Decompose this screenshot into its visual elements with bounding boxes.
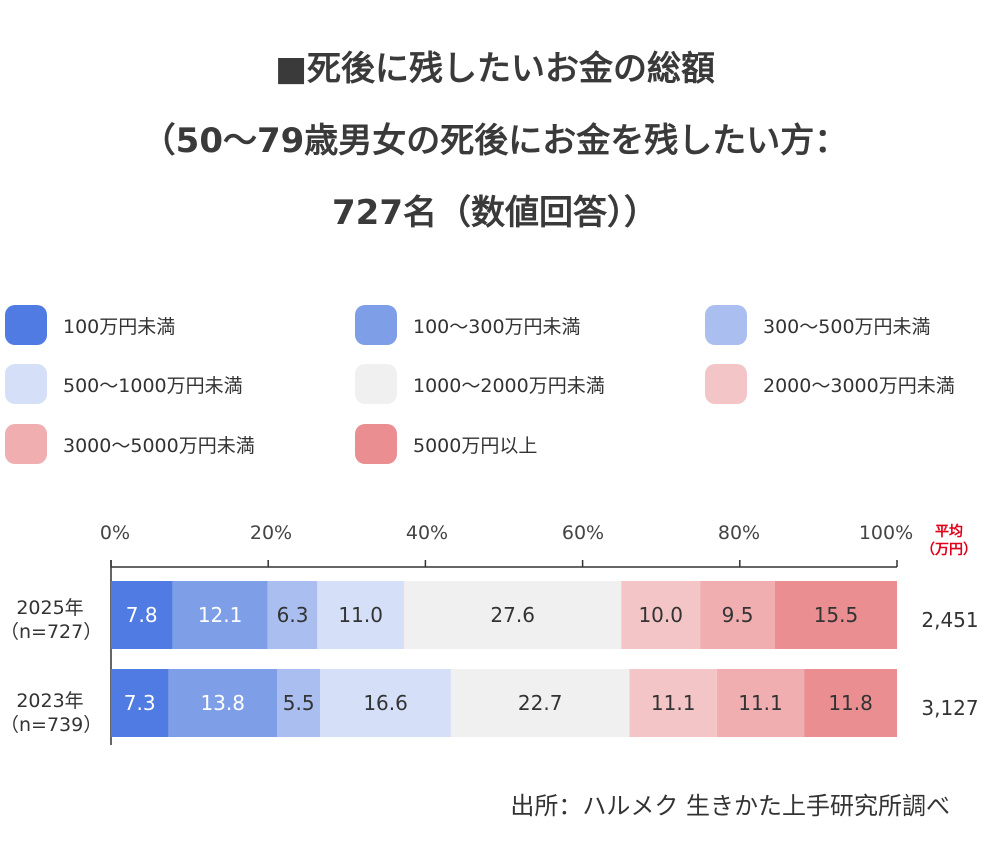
legend-swatch-5 (355, 364, 397, 404)
average-header-line-2: （万円） (921, 542, 977, 558)
bar-segment-row2-series8 (804, 669, 897, 737)
legend-swatch-6 (705, 364, 747, 404)
legend-label-8: 5000万円以上 (413, 434, 538, 457)
row-label-n-2025: （n=727） (0, 621, 103, 643)
legend-label-3: 300～500万円未満 (763, 315, 931, 338)
legend-label-6: 2000～3000万円未満 (763, 374, 955, 397)
source-note: 出所：ハルメク 生きかた上手研究所調べ (510, 792, 950, 820)
data-label-row1-series2: 12.1 (198, 603, 243, 627)
data-label-row2-series4: 16.6 (363, 691, 408, 715)
bar-segment-row1-series1 (111, 581, 173, 649)
legend-item-6: 2000～3000万円未満 (705, 364, 955, 404)
bar-segment-row1-series6 (621, 581, 701, 649)
data-label-row1-series6: 10.0 (638, 603, 683, 627)
bar-segment-row1-series8 (774, 581, 897, 649)
x-tick-label-100: 100% (858, 522, 914, 544)
data-label-row1-series7: 9.5 (722, 603, 754, 627)
legend-swatch-3 (705, 305, 747, 345)
data-label-row2-series5: 22.7 (518, 691, 563, 715)
data-label-row2-series8: 11.8 (828, 691, 873, 715)
bar-segment-row2-series1 (111, 669, 169, 737)
legend-label-5: 1000～2000万円未満 (413, 374, 605, 397)
bar-segment-row1-series5 (403, 581, 622, 649)
bar-segment-row1-series3 (267, 581, 318, 649)
chart-title-line-2: （50～79歳男女の死後にお金を残したい方： (141, 121, 849, 161)
legend-label-2: 100～300万円未満 (413, 315, 581, 338)
legend-swatch-2 (355, 305, 397, 345)
data-label-row2-series2: 13.8 (200, 691, 245, 715)
x-tick-label-20: 20% (249, 522, 293, 544)
x-tick-label-80: 80% (717, 522, 761, 544)
legend-item-1: 100万円未満 (5, 305, 175, 345)
average-header-line-1: 平均 (935, 524, 963, 540)
legend-item-5: 1000～2000万円未満 (355, 364, 605, 404)
x-tick-label-60: 60% (561, 522, 605, 544)
bar-segment-row2-series7 (716, 669, 805, 737)
data-label-row2-series6: 11.1 (651, 691, 696, 715)
data-label-row1-series5: 27.6 (490, 603, 535, 627)
bar-segment-row2-series3 (277, 669, 321, 737)
data-label-row2-series1: 7.3 (124, 691, 156, 715)
legend-item-2: 100～300万円未満 (355, 305, 581, 345)
data-label-row1-series3: 6.3 (277, 603, 309, 627)
legend-item-7: 3000～5000万円未満 (5, 424, 255, 464)
legend-swatch-4 (5, 364, 47, 404)
legend-swatch-8 (355, 424, 397, 464)
bar-segment-row1-series2 (172, 581, 268, 649)
row-label-n-2023: （n=739） (0, 714, 103, 736)
row-label-year-2023: 2023年 (16, 690, 84, 712)
chart-title-line-1: ■死後に残したいお金の総額 (274, 49, 716, 89)
data-label-row1-series1: 7.8 (126, 603, 158, 627)
legend-swatch-1 (5, 305, 47, 345)
legend-label-7: 3000～5000万円未満 (63, 434, 255, 457)
x-tick-label-0: 0% (99, 522, 131, 544)
bar-segment-row2-series4 (320, 669, 451, 737)
bar-segment-row2-series5 (450, 669, 630, 737)
average-value-2023: 3,127 (921, 696, 979, 720)
legend-label-4: 500～1000万円未満 (63, 374, 243, 397)
bar-segment-row1-series7 (700, 581, 775, 649)
bar-segment-row1-series4 (317, 581, 404, 649)
legend-swatch-7 (5, 424, 47, 464)
legend-label-1: 100万円未満 (63, 315, 176, 338)
data-label-row2-series7: 11.1 (738, 691, 783, 715)
average-value-2025: 2,451 (921, 608, 979, 632)
legend-item-4: 500～1000万円未満 (5, 364, 243, 404)
legend-item-8: 5000万円以上 (355, 424, 537, 464)
bar-segment-row2-series6 (629, 669, 717, 737)
x-tick-label-40: 40% (405, 522, 449, 544)
data-label-row2-series3: 5.5 (283, 691, 315, 715)
data-label-row1-series4: 11.0 (338, 603, 383, 627)
bar-segment-row2-series2 (168, 669, 278, 737)
legend-item-3: 300～500万円未満 (705, 305, 931, 345)
data-label-row1-series8: 15.5 (814, 603, 859, 627)
row-label-year-2025: 2025年 (16, 597, 84, 619)
chart-title-line-3: 727名（数値回答）） (332, 193, 658, 233)
